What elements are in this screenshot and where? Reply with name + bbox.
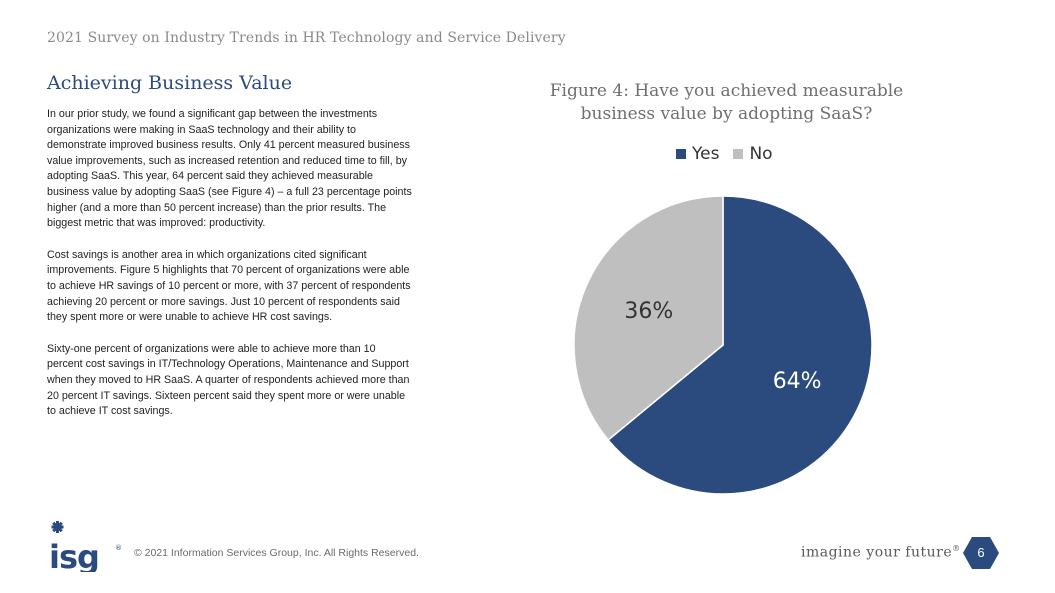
pie-label-yes: 64% — [773, 369, 822, 394]
document-header: 2021 Survey on Industry Trends in HR Tec… — [47, 30, 566, 46]
logo-asterisk-icon — [51, 521, 64, 533]
paragraph-3: Sixty-one percent of organizations were … — [47, 342, 410, 418]
figure-title: Figure 4: Have you achieved measurable b… — [549, 81, 904, 124]
legend-label-no: No — [749, 144, 773, 164]
logo-wordmark: isg — [49, 538, 99, 572]
pie-chart: 64% 36% — [573, 195, 873, 495]
pie-slice-yes — [607, 195, 873, 495]
tagline: imagine your future® — [801, 544, 961, 561]
page-number: 6 — [977, 545, 985, 560]
legend-swatch-yes — [676, 149, 686, 159]
logo-mark-icon: ® — [115, 544, 122, 552]
paragraph-2: Cost savings is another area in which or… — [47, 248, 411, 324]
legend-item-no: No — [733, 144, 773, 164]
section-title: Achieving Business Value — [47, 72, 293, 94]
page-badge-icon — [963, 537, 999, 569]
copyright-text: © 2021 Information Services Group, Inc. … — [134, 547, 419, 559]
tagline-registered-mark: ® — [952, 544, 961, 553]
legend-item-yes: Yes — [676, 144, 719, 164]
body-text: In our prior study, we found a significa… — [47, 107, 412, 436]
chart-legend: Yes No — [676, 144, 787, 164]
legend-swatch-no — [733, 149, 744, 159]
tagline-text: imagine your future — [801, 544, 953, 561]
pie-label-no: 36% — [624, 299, 673, 324]
paragraph-1: In our prior study, we found a significa… — [47, 108, 412, 230]
pie-slice-no — [573, 195, 724, 442]
legend-label-yes: Yes — [692, 144, 720, 164]
isg-logo: isg ® — [49, 521, 122, 572]
